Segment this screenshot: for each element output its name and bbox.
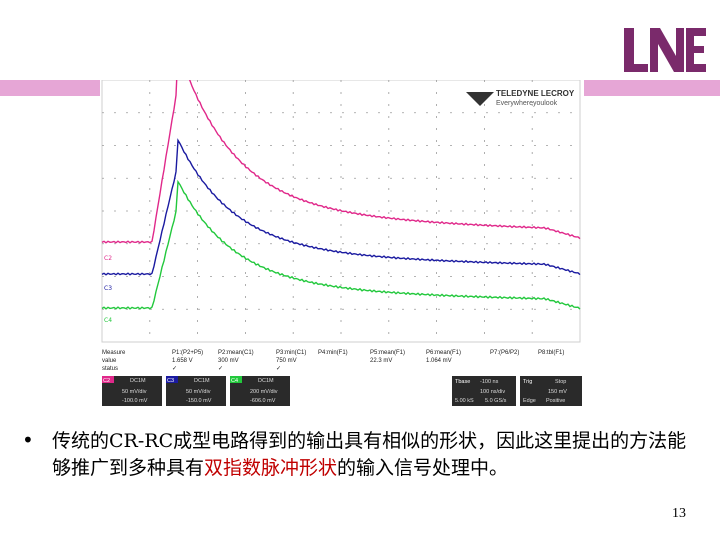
measure-cell: P2:mean(C1) bbox=[218, 350, 254, 356]
marker-ch2: C2 bbox=[104, 255, 112, 262]
svg-text:DC1M: DC1M bbox=[194, 378, 210, 384]
channel-descriptors: C2 DC1M 50 mV/div -100.0 mV C3 DC1M 50 m… bbox=[102, 376, 582, 406]
svg-text:TELEDYNE LECROY: TELEDYNE LECROY bbox=[496, 89, 575, 98]
caption-text-after: 的输入信号处理中。 bbox=[337, 457, 509, 479]
measure-cell: ✓ bbox=[172, 366, 177, 372]
measure-table: Measure P1:(P2+P5) P2:mean(C1) P3:min(C1) P4… bbox=[102, 350, 564, 372]
channel-box-c3: C3 DC1M 50 mV/div -150.0 mV bbox=[166, 376, 226, 406]
measure-cell: ✓ bbox=[276, 366, 281, 372]
oscilloscope-screenshot: TELEDYNE LECROY Everywhereyoulook C2 C3 … bbox=[100, 80, 584, 410]
measure-cell: 22.3 mV bbox=[370, 358, 392, 364]
measure-cell: P5:mean(F1) bbox=[370, 350, 405, 356]
svg-text:-606.0 mV: -606.0 mV bbox=[250, 398, 276, 404]
svg-text:-100 ns: -100 ns bbox=[480, 379, 499, 385]
bullet-marker: • bbox=[22, 428, 34, 452]
teledyne-logo: TELEDYNE LECROY Everywhereyoulook bbox=[466, 89, 575, 107]
svg-text:5.00 kS: 5.00 kS bbox=[455, 398, 474, 404]
channel-box-c4: C4 DC1M 200 mV/div -606.0 mV bbox=[230, 376, 290, 406]
svg-text:-100.0 mV: -100.0 mV bbox=[122, 398, 148, 404]
svg-text:Tbase: Tbase bbox=[455, 379, 470, 385]
measure-cell: P6:mean(F1) bbox=[426, 350, 461, 356]
measure-cell: P7:(P6/P2) bbox=[490, 350, 519, 356]
measure-cell: status bbox=[102, 366, 118, 372]
svg-text:200 mV/div: 200 mV/div bbox=[250, 389, 278, 395]
svg-text:Positive: Positive bbox=[546, 398, 565, 404]
measure-cell: 750 mV bbox=[276, 358, 297, 364]
svg-text:Everywhereyoulook: Everywhereyoulook bbox=[496, 100, 558, 107]
trigger-box: Trig Stop 150 mV Edge Positive bbox=[520, 376, 582, 406]
measure-cell: 1.064 mV bbox=[426, 358, 452, 364]
svg-text:50 mV/div: 50 mV/div bbox=[122, 389, 147, 395]
caption-highlight: 双指数脉冲形状 bbox=[204, 457, 338, 479]
svg-text:150 mV: 150 mV bbox=[548, 389, 567, 395]
channel-box-c2: C2 DC1M 50 mV/div -100.0 mV bbox=[102, 376, 162, 406]
svg-text:Trig: Trig bbox=[523, 379, 532, 385]
svg-text:C4: C4 bbox=[231, 378, 238, 384]
measure-cell: P3:min(C1) bbox=[276, 350, 306, 356]
svg-text:C3: C3 bbox=[167, 378, 174, 384]
trace-ch4 bbox=[101, 179, 581, 310]
svg-text:DC1M: DC1M bbox=[258, 378, 274, 384]
marker-ch3: C3 bbox=[104, 285, 112, 292]
measure-cell: ✓ bbox=[218, 366, 223, 372]
slide-caption: 传统的CR-RC成型电路得到的输出具有相似的形状，因此这里提出的方法能够推广到多… bbox=[52, 428, 692, 482]
measure-cell: 300 mV bbox=[218, 358, 239, 364]
timebase-box: Tbase -100 ns 100 ns/div 5.00 kS 5.0 GS/… bbox=[452, 376, 516, 406]
svg-text:5.0 GS/s: 5.0 GS/s bbox=[485, 398, 507, 404]
page-number: 13 bbox=[672, 506, 686, 521]
measure-cell: value bbox=[102, 358, 117, 364]
svg-text:DC1M: DC1M bbox=[130, 378, 146, 384]
svg-text:C2: C2 bbox=[103, 378, 110, 384]
marker-ch4: C4 bbox=[104, 317, 112, 324]
svg-text:50 mV/div: 50 mV/div bbox=[186, 389, 211, 395]
measure-cell: P4:min(F1) bbox=[318, 350, 348, 356]
svg-text:Edge: Edge bbox=[523, 398, 536, 404]
svg-text:100 ns/div: 100 ns/div bbox=[480, 389, 505, 395]
measure-cell: Measure bbox=[102, 350, 126, 356]
measure-cell: P1:(P2+P5) bbox=[172, 350, 203, 356]
measure-cell: 1.658 V bbox=[172, 358, 193, 364]
trace-ch3 bbox=[101, 138, 581, 276]
trace-ch2 bbox=[101, 80, 581, 244]
measure-cell: P8:tbl(F1) bbox=[538, 350, 564, 356]
lne-logo bbox=[624, 28, 706, 72]
caption-text-before: 传统的CR-RC成型电路得到的输出具有相似的形状，因此这里提出的方法能够推广到多… bbox=[52, 430, 687, 479]
svg-text:-150.0 mV: -150.0 mV bbox=[186, 398, 212, 404]
svg-text:Stop: Stop bbox=[555, 379, 566, 385]
